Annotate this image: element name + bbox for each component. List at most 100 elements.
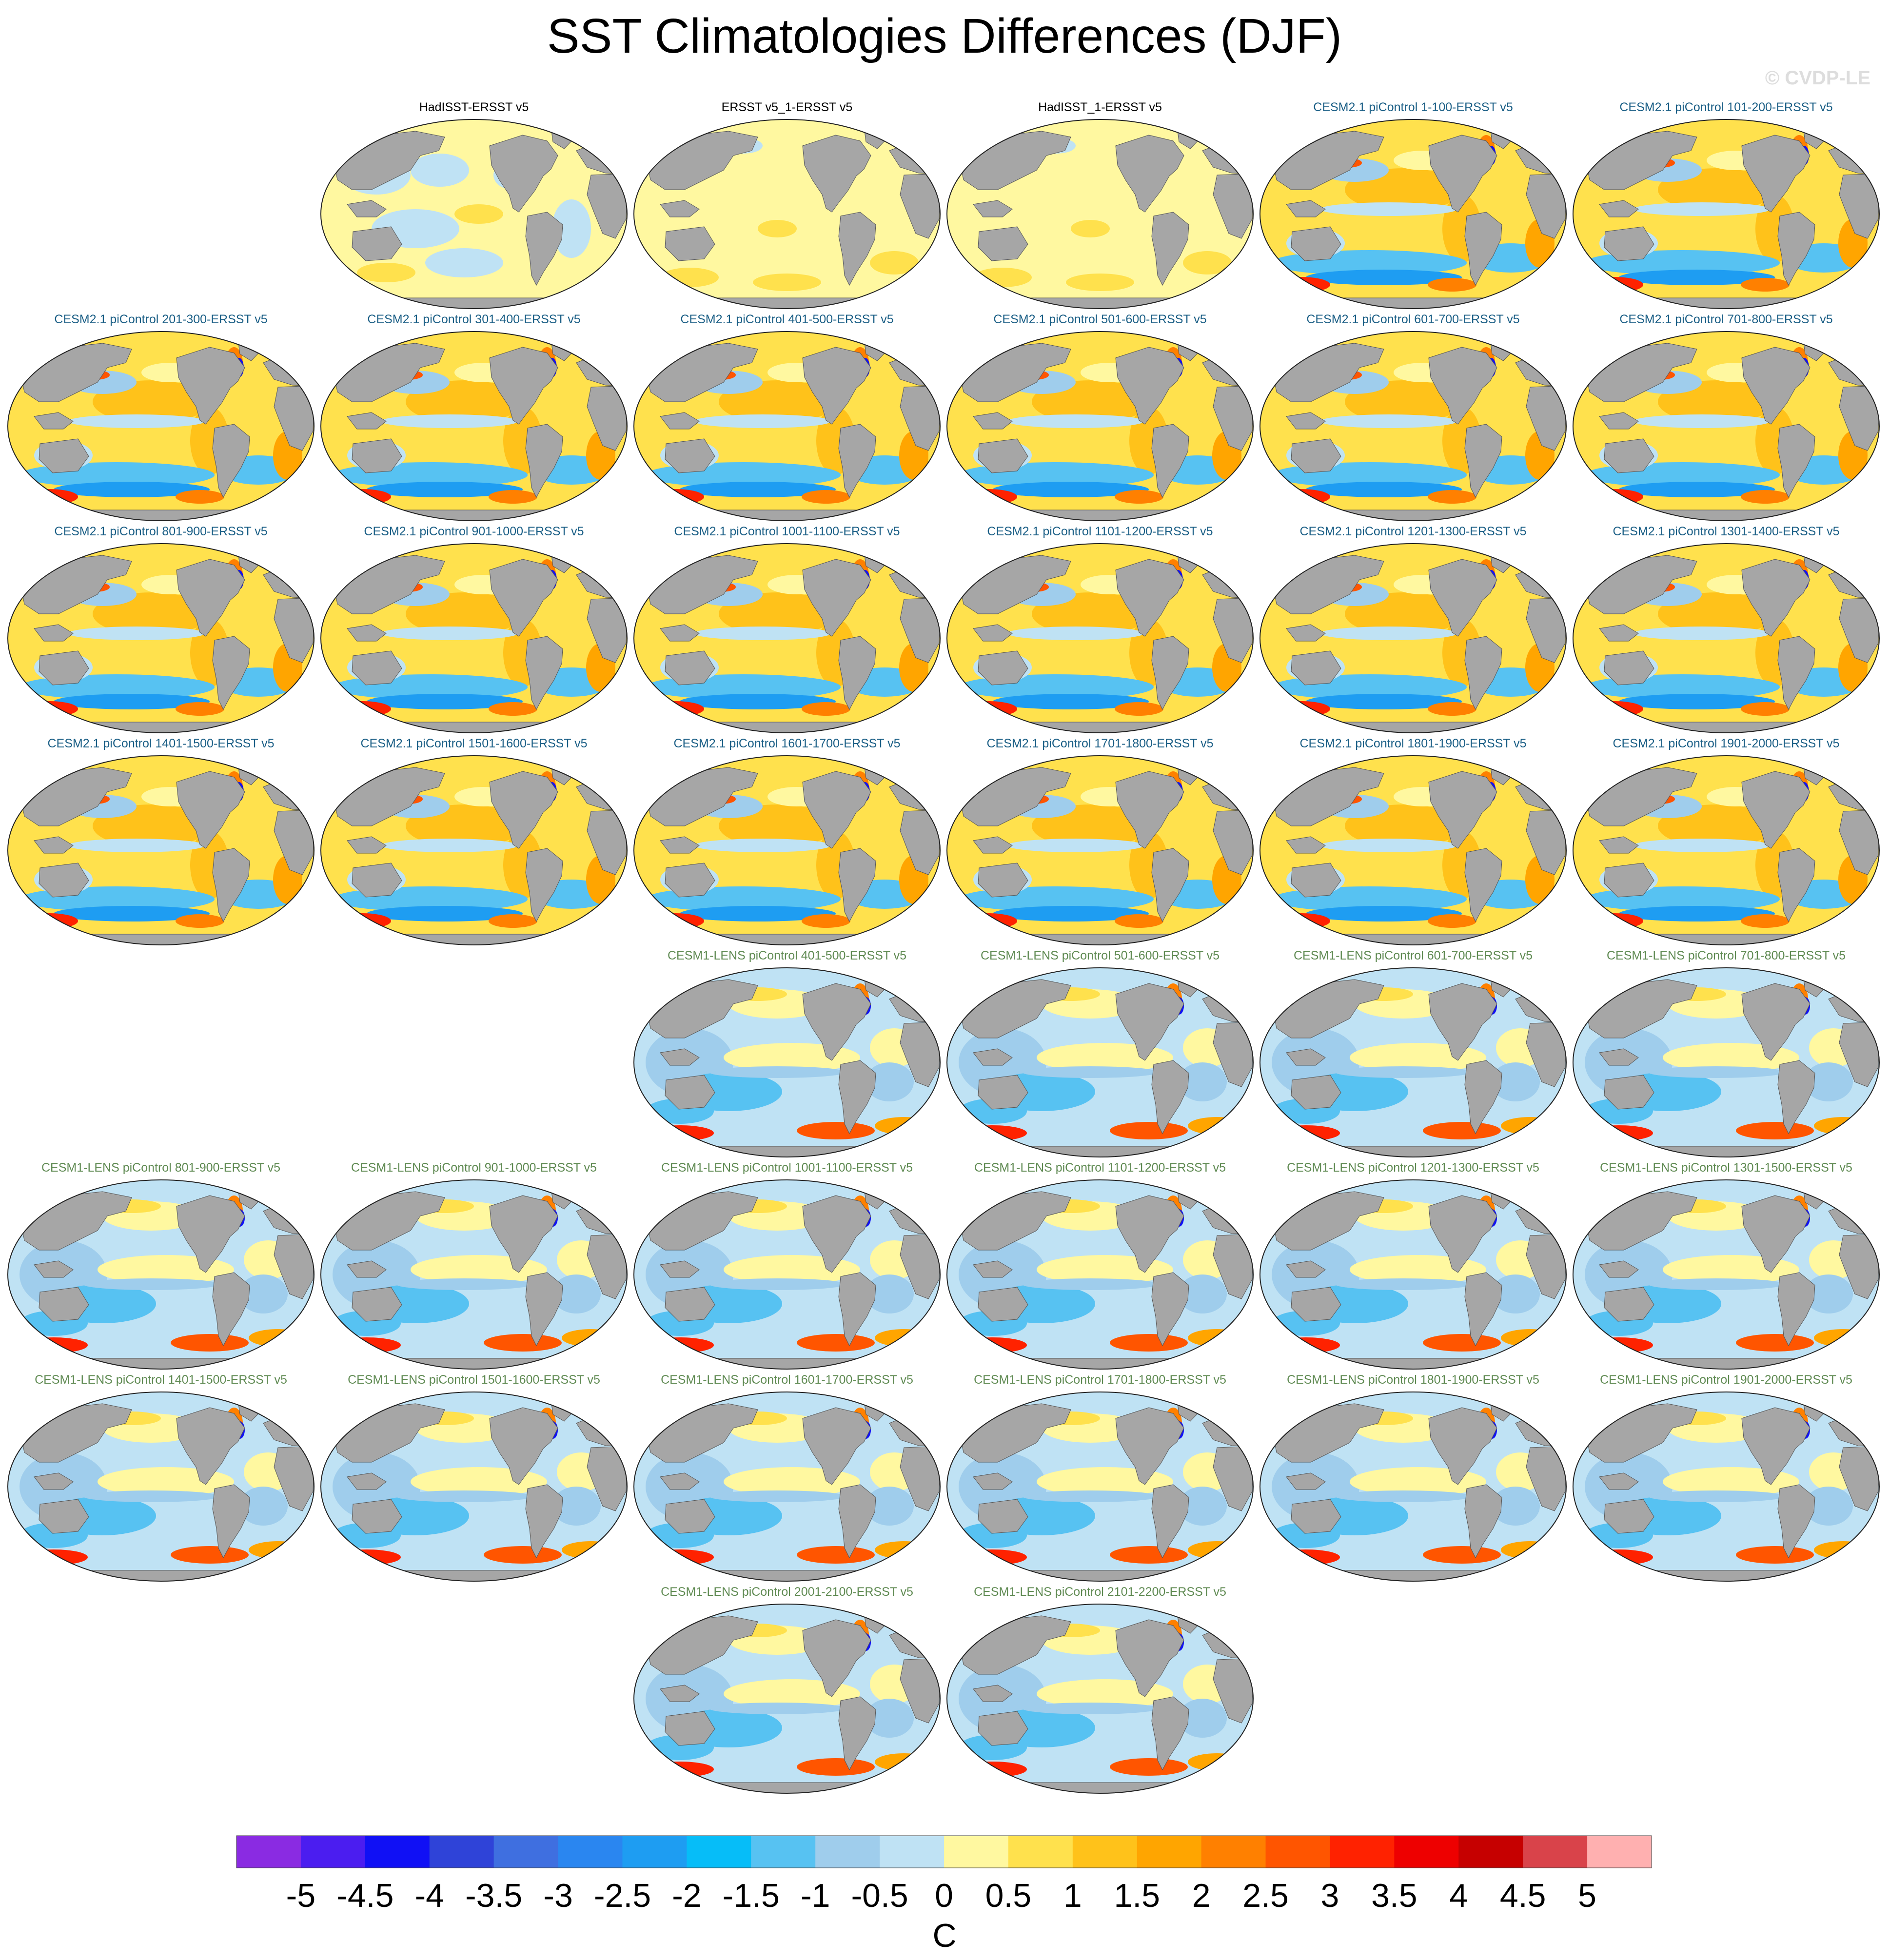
panel-label: CESM1-LENS piControl 401-500-ERSST v5 xyxy=(667,949,907,962)
sst-difference-map xyxy=(633,119,941,309)
panel-label: CESM2.1 piControl 401-500-ERSST v5 xyxy=(680,313,894,326)
land-mask xyxy=(34,624,74,642)
sst-anomaly-region xyxy=(1188,1329,1246,1347)
colorbar-swatch xyxy=(1072,1836,1138,1868)
sst-anomaly-region xyxy=(1110,1546,1188,1564)
land-mask xyxy=(347,1472,387,1490)
land-mask xyxy=(43,722,279,733)
sst-difference-map xyxy=(1259,967,1567,1157)
sst-anomaly-region xyxy=(562,1541,620,1559)
land-mask xyxy=(660,1472,700,1490)
sst-anomaly-region xyxy=(1320,414,1457,428)
land-mask xyxy=(973,836,1013,854)
land-mask xyxy=(660,200,700,217)
land-mask xyxy=(802,1619,871,1697)
sst-anomaly-region xyxy=(1022,1490,1159,1502)
colorbar-tick-label: 5 xyxy=(1578,1877,1596,1914)
sst-anomaly-region xyxy=(973,268,1032,287)
land-mask xyxy=(1599,836,1639,854)
map-panel: CESM1-LENS piControl 1201-1300-ERSST v5 xyxy=(1257,1160,1569,1375)
panel-label: HadISST_1-ERSST v5 xyxy=(1038,100,1162,114)
land-mask xyxy=(1115,983,1184,1061)
sst-anomaly-region xyxy=(54,694,210,709)
land-mask xyxy=(176,559,245,637)
sst-anomaly-region xyxy=(993,694,1149,709)
sst-anomaly-region xyxy=(396,1278,532,1290)
colorbar-tick-label: -3.5 xyxy=(465,1877,522,1914)
land-mask xyxy=(660,1048,700,1066)
land-mask xyxy=(1151,212,1189,286)
colorbar-swatch xyxy=(493,1836,559,1868)
sst-anomaly-region xyxy=(1428,490,1476,504)
land-mask xyxy=(1151,424,1189,498)
sst-anomaly-region xyxy=(176,702,224,716)
map-outline xyxy=(320,755,628,945)
land-mask xyxy=(665,1075,715,1110)
land-mask xyxy=(665,1287,715,1322)
sst-anomaly-region xyxy=(454,204,503,224)
land-mask xyxy=(660,836,700,854)
land-mask xyxy=(489,771,558,849)
sst-anomaly-region xyxy=(171,1546,249,1564)
land-mask xyxy=(489,559,558,637)
map-panel: CESM2.1 piControl 1201-1300-ERSST v5 xyxy=(1257,524,1569,739)
map-outline xyxy=(946,755,1254,945)
land-mask xyxy=(838,636,876,710)
land-mask xyxy=(1291,1075,1341,1110)
colorbar-swatch xyxy=(687,1836,751,1868)
sst-anomaly-region xyxy=(1110,1334,1188,1352)
sst-anomaly-region xyxy=(680,482,836,497)
land-mask xyxy=(1464,212,1502,286)
sst-anomaly-region xyxy=(1320,627,1457,640)
sst-anomaly-region xyxy=(993,482,1149,497)
sst-difference-map xyxy=(1259,1179,1567,1370)
land-mask xyxy=(1291,438,1341,473)
map-outline xyxy=(633,543,941,733)
sst-anomaly-region xyxy=(1633,839,1770,852)
land-mask xyxy=(982,1570,1218,1581)
land-mask xyxy=(973,1685,1013,1702)
sst-anomaly-region xyxy=(959,1762,1027,1777)
land-mask xyxy=(978,1711,1028,1746)
land-mask xyxy=(669,297,905,309)
land-mask xyxy=(1741,1407,1810,1485)
sst-anomaly-region xyxy=(875,1541,933,1559)
land-mask xyxy=(802,1407,871,1485)
sst-anomaly-region xyxy=(1741,914,1790,928)
land-mask xyxy=(1428,135,1497,213)
sst-anomaly-region xyxy=(1178,1487,1227,1526)
sst-anomaly-region xyxy=(797,1758,875,1776)
map-outline xyxy=(1259,1392,1567,1582)
sst-anomaly-region xyxy=(176,490,224,504)
land-mask xyxy=(1151,1484,1189,1559)
sst-anomaly-region xyxy=(1066,274,1134,291)
land-mask xyxy=(1604,862,1654,898)
land-mask xyxy=(212,1484,250,1559)
map-panel: CESM1-LENS piControl 2101-2200-ERSST v5 xyxy=(944,1585,1256,1799)
sst-difference-map xyxy=(1572,967,1880,1157)
map-panel: CESM1-LENS piControl 501-600-ERSST v5 xyxy=(944,948,1256,1163)
sst-anomaly-region xyxy=(1428,702,1476,716)
panel-label: CESM1-LENS piControl 1001-1100-ERSST v5 xyxy=(661,1161,913,1175)
land-mask xyxy=(1115,347,1184,425)
colorbar-tick-label: 4.5 xyxy=(1500,1877,1546,1914)
sst-anomaly-region xyxy=(411,154,469,187)
sst-difference-map xyxy=(1259,755,1567,945)
sst-anomaly-region xyxy=(1183,251,1232,274)
sst-anomaly-region xyxy=(1585,1337,1653,1353)
sst-anomaly-region xyxy=(646,1549,714,1565)
sst-anomaly-region xyxy=(1585,1549,1653,1565)
map-panel: CESM1-LENS piControl 1401-1500-ERSST v5 xyxy=(5,1372,317,1587)
sst-difference-map xyxy=(320,1392,628,1582)
land-mask xyxy=(1428,1407,1497,1485)
sst-difference-map xyxy=(1572,331,1880,521)
panel-label: ERSST v5_1-ERSST v5 xyxy=(721,100,853,114)
sst-anomaly-region xyxy=(959,1549,1027,1565)
land-mask xyxy=(1608,1146,1844,1157)
map-outline xyxy=(7,755,315,945)
map-outline xyxy=(1572,119,1880,309)
colorbar-swatch xyxy=(1458,1836,1523,1868)
colorbar-tick-label: -5 xyxy=(286,1877,315,1914)
sst-anomaly-region xyxy=(552,1487,601,1526)
land-mask xyxy=(489,347,558,425)
